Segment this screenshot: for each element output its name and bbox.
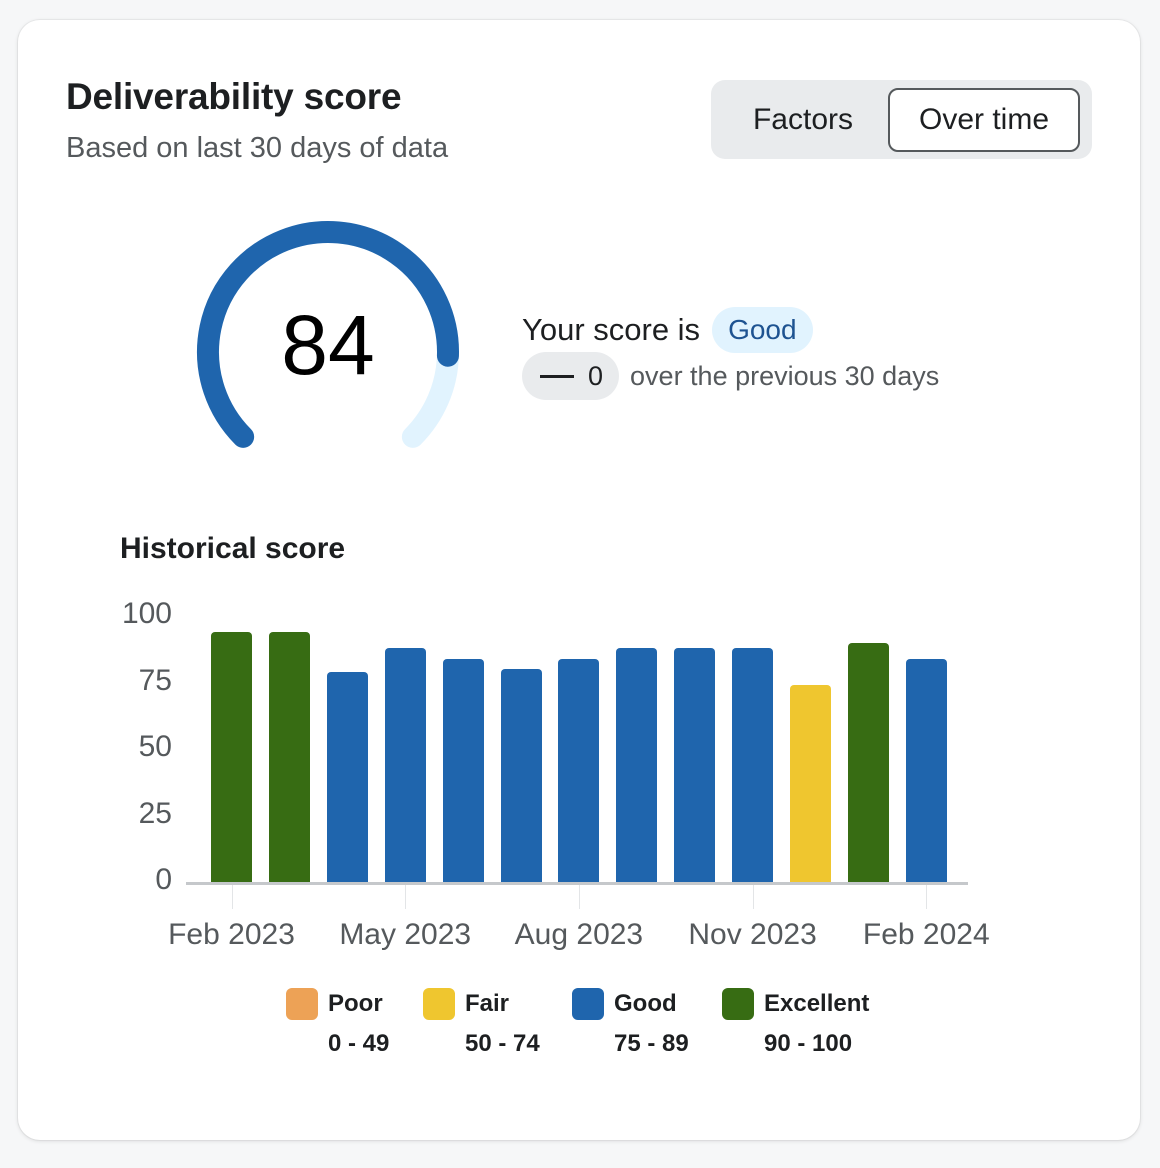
- card-subtitle: Based on last 30 days of data: [66, 132, 449, 164]
- over-time-tab[interactable]: Over time: [888, 87, 1080, 152]
- x-axis-line: [186, 882, 968, 885]
- legend-swatch-icon: [286, 988, 318, 1020]
- factors-tab[interactable]: Factors: [752, 102, 854, 136]
- y-tick-label: 100: [121, 597, 172, 630]
- score-label: Your score is: [522, 312, 701, 347]
- legend-name: Poor: [328, 990, 383, 1017]
- bar[interactable]: [616, 647, 658, 882]
- x-tick-label: Feb 2024: [862, 918, 990, 951]
- legend-item-poor: Poor 0 - 49: [286, 988, 423, 1058]
- x-tick-label: May 2023: [339, 918, 472, 951]
- x-tick-mark: [578, 885, 580, 909]
- delta-text: over the previous 30 days: [630, 360, 940, 391]
- legend-item-fair: Fair 50 - 74: [423, 988, 572, 1058]
- bar[interactable]: [732, 647, 774, 882]
- score-delta: 0 over the previous 30 days: [522, 352, 939, 400]
- legend-swatch-icon: [722, 988, 754, 1020]
- legend-label-row: Good: [572, 988, 722, 1020]
- rating-badge: Good: [712, 307, 813, 353]
- bar[interactable]: [211, 631, 252, 882]
- bar[interactable]: [268, 631, 310, 882]
- bar[interactable]: [847, 642, 889, 882]
- x-tick-mark: [405, 885, 407, 909]
- view-toggle: Factors Over time: [711, 80, 1092, 159]
- y-tick-label: 75: [138, 663, 172, 697]
- bar[interactable]: [790, 685, 831, 882]
- legend-item-good: Good 75 - 89: [572, 988, 722, 1058]
- bar[interactable]: [558, 658, 600, 882]
- score-value: 84: [281, 298, 375, 392]
- legend-name: Fair: [465, 990, 510, 1017]
- x-tick-label: Nov 2023: [688, 918, 817, 951]
- x-tick-label: Feb 2023: [168, 918, 295, 951]
- delta-value: 0: [588, 360, 604, 391]
- bar[interactable]: [384, 647, 426, 882]
- bar[interactable]: [905, 658, 947, 882]
- card-title: Deliverability score: [66, 76, 402, 117]
- bar[interactable]: [442, 658, 484, 882]
- legend-range: 50 - 74: [465, 1030, 540, 1057]
- y-tick-label: 0: [155, 863, 172, 896]
- legend-range: 90 - 100: [764, 1030, 853, 1057]
- legend-range: 75 - 89: [614, 1030, 689, 1057]
- y-tick-label: 50: [138, 730, 172, 763]
- legend-item-excellent: Excellent 90 - 100: [722, 988, 882, 1058]
- score-gauge: 84: [188, 215, 468, 465]
- historical-score-title: Historical score: [120, 532, 346, 565]
- x-tick-label: Aug 2023: [514, 918, 644, 951]
- chart-legend: Poor 0 - 49 Fair 50 - 74 Good 75 - 89 Excellen…: [286, 988, 882, 1058]
- historical-score-chart: 100 75 50 25 0 Feb 2023 May 2023 Aug 2023 Nov 20…: [18, 20, 1140, 1140]
- legend-swatch-icon: [423, 988, 455, 1020]
- gauge-arc-icon: [197, 221, 459, 448]
- legend-name: Good: [614, 990, 677, 1017]
- score-summary: Your score is Good: [522, 307, 813, 353]
- x-tick-mark: [926, 885, 928, 909]
- legend-swatch-icon: [572, 988, 604, 1020]
- legend-range: 0 - 49: [328, 1030, 390, 1057]
- delta-pill: 0: [522, 352, 620, 400]
- dash-icon: [540, 374, 574, 378]
- legend-label-row: Excellent: [722, 988, 882, 1020]
- legend-label-row: Fair: [423, 988, 572, 1020]
- deliverability-score-card: Deliverability score Based on last 30 da…: [18, 20, 1140, 1140]
- x-tick-mark: [752, 885, 754, 909]
- bar[interactable]: [674, 647, 716, 882]
- x-tick-mark: [231, 885, 233, 909]
- bar[interactable]: [500, 669, 542, 882]
- y-tick-label: 25: [138, 796, 172, 830]
- legend-label-row: Poor: [286, 988, 423, 1020]
- legend-name: Excellent: [764, 990, 870, 1017]
- bar[interactable]: [326, 671, 368, 882]
